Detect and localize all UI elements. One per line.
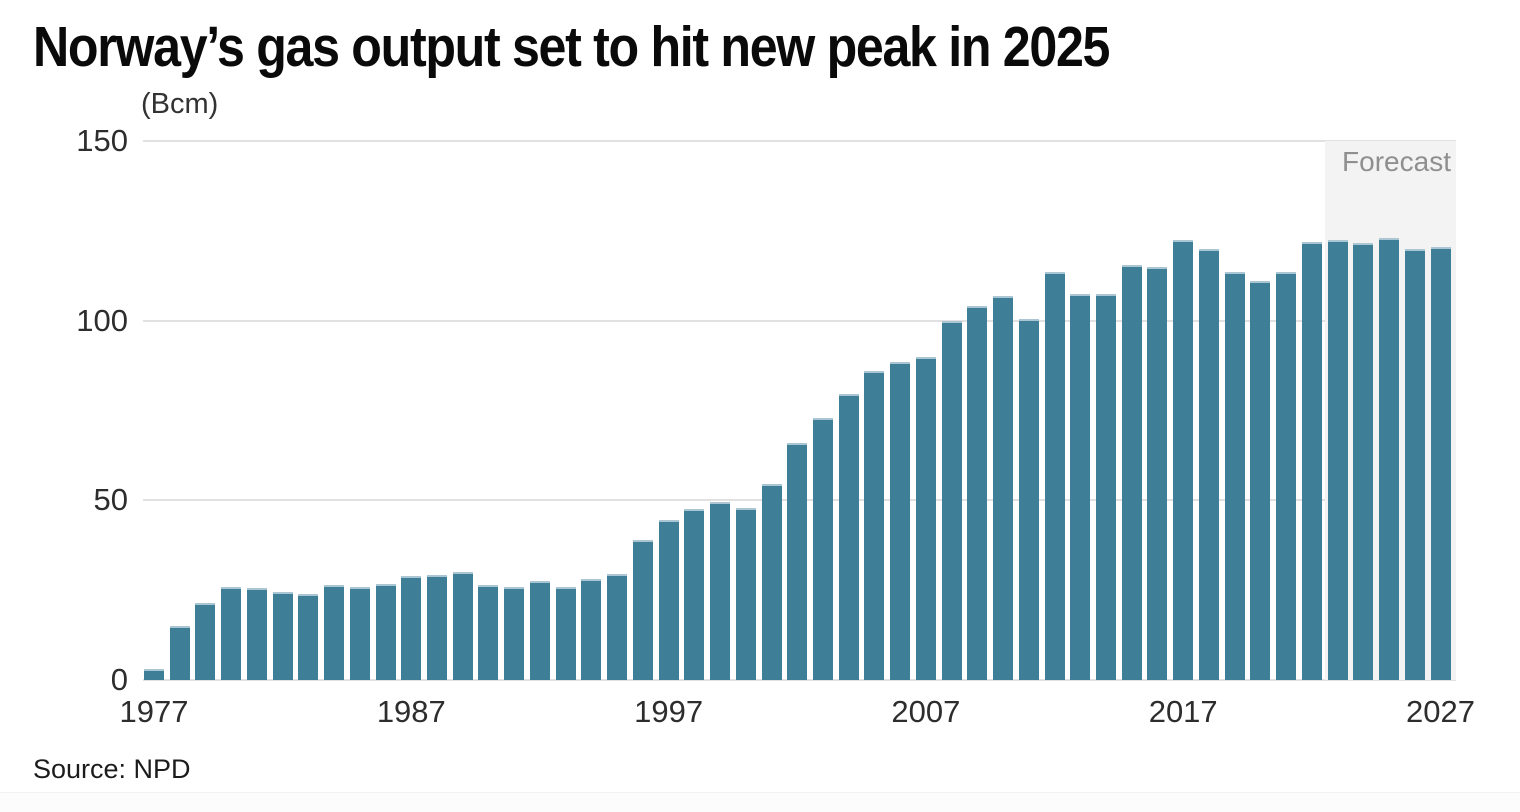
chart-title: Norway’s gas output set to hit new peak …: [33, 15, 1110, 79]
bar-2003: [812, 417, 833, 680]
bar-2010: [993, 295, 1014, 680]
bar-1996: [632, 539, 653, 680]
bar-1994: [581, 579, 602, 680]
bar-2014: [1096, 293, 1116, 680]
bar-2002: [787, 442, 808, 680]
bar-1993: [555, 586, 576, 680]
bar-2022: [1301, 241, 1322, 680]
bar-1997: [658, 520, 679, 680]
y-tick-label-150: 150: [76, 123, 128, 158]
bar-2008: [941, 320, 962, 680]
x-tick-label-2017: 2017: [1148, 694, 1218, 729]
bar-1978: [169, 626, 190, 680]
footer-band: [0, 792, 1520, 812]
x-tick-label-2027: 2027: [1406, 694, 1475, 729]
bar-2025: [1379, 238, 1400, 680]
x-tick-label-1977: 1977: [119, 694, 189, 729]
bar-2013: [1070, 293, 1091, 680]
bar-2026: [1404, 248, 1425, 680]
bar-2020: [1250, 281, 1271, 680]
bar-2024: [1353, 243, 1374, 680]
bar-2001: [761, 484, 782, 680]
bar-1984: [324, 585, 345, 680]
bar-2012: [1044, 272, 1065, 680]
bar-2023: [1327, 239, 1348, 680]
bar-2000: [735, 507, 756, 680]
bar-2017: [1173, 239, 1194, 680]
bar-1981: [246, 588, 267, 680]
y-tick-label-100: 100: [76, 302, 128, 338]
bar-2027: [1430, 247, 1451, 680]
bar-1986: [375, 584, 396, 680]
bar-1982: [272, 591, 293, 680]
bar-1989: [452, 572, 473, 680]
bar-1980: [221, 586, 242, 680]
bar-1988: [427, 574, 448, 680]
forecast-label: Forecast: [1342, 146, 1451, 177]
bar-2006: [890, 361, 911, 680]
bar-1998: [684, 509, 705, 680]
y-tick-label-50: 50: [93, 482, 128, 518]
x-tick-label-1987: 1987: [376, 694, 446, 729]
bar-2016: [1147, 266, 1168, 680]
bar-1995: [607, 573, 628, 680]
plot-area: Forecast 1977 1987 1997 2007 2017 2027: [120, 140, 1475, 729]
gridline-0: [143, 679, 1456, 681]
bar-2011: [1018, 318, 1039, 680]
y-tick-label-0: 0: [110, 662, 128, 697]
bar-1977: [144, 669, 164, 680]
bar-1991: [504, 586, 525, 680]
bar-1979: [195, 603, 216, 680]
y-axis-unit-label: (Bcm): [141, 88, 219, 120]
bar-2009: [967, 306, 988, 680]
gridline-100: [143, 319, 1456, 322]
bar-2015: [1121, 264, 1142, 680]
source-attribution: Source: NPD: [33, 754, 191, 784]
bar-1999: [710, 502, 731, 680]
bar-2019: [1224, 272, 1245, 680]
bar-1990: [478, 584, 499, 680]
bar-2018: [1198, 248, 1219, 680]
bar-2021: [1276, 272, 1297, 680]
x-tick-label-2007: 2007: [891, 694, 961, 729]
bar-1985: [349, 586, 370, 680]
bar-1987: [401, 575, 422, 680]
bar-2005: [864, 370, 885, 680]
bar-2004: [838, 394, 859, 680]
bar-1983: [298, 593, 319, 680]
bar-1992: [529, 581, 550, 680]
bar-2007: [915, 356, 936, 680]
x-tick-label-1997: 1997: [634, 694, 704, 729]
gridline-150: [143, 140, 1456, 142]
